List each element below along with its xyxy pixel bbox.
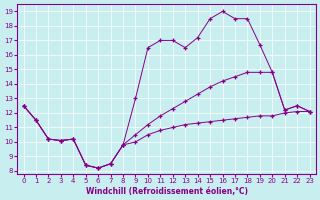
X-axis label: Windchill (Refroidissement éolien,°C): Windchill (Refroidissement éolien,°C) [85, 187, 248, 196]
